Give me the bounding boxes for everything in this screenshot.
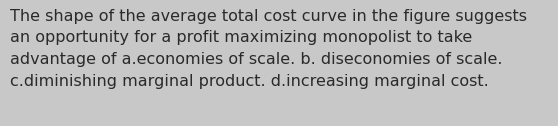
Text: The shape of the average total cost curve in the figure suggests
an opportunity : The shape of the average total cost curv…	[10, 9, 527, 89]
